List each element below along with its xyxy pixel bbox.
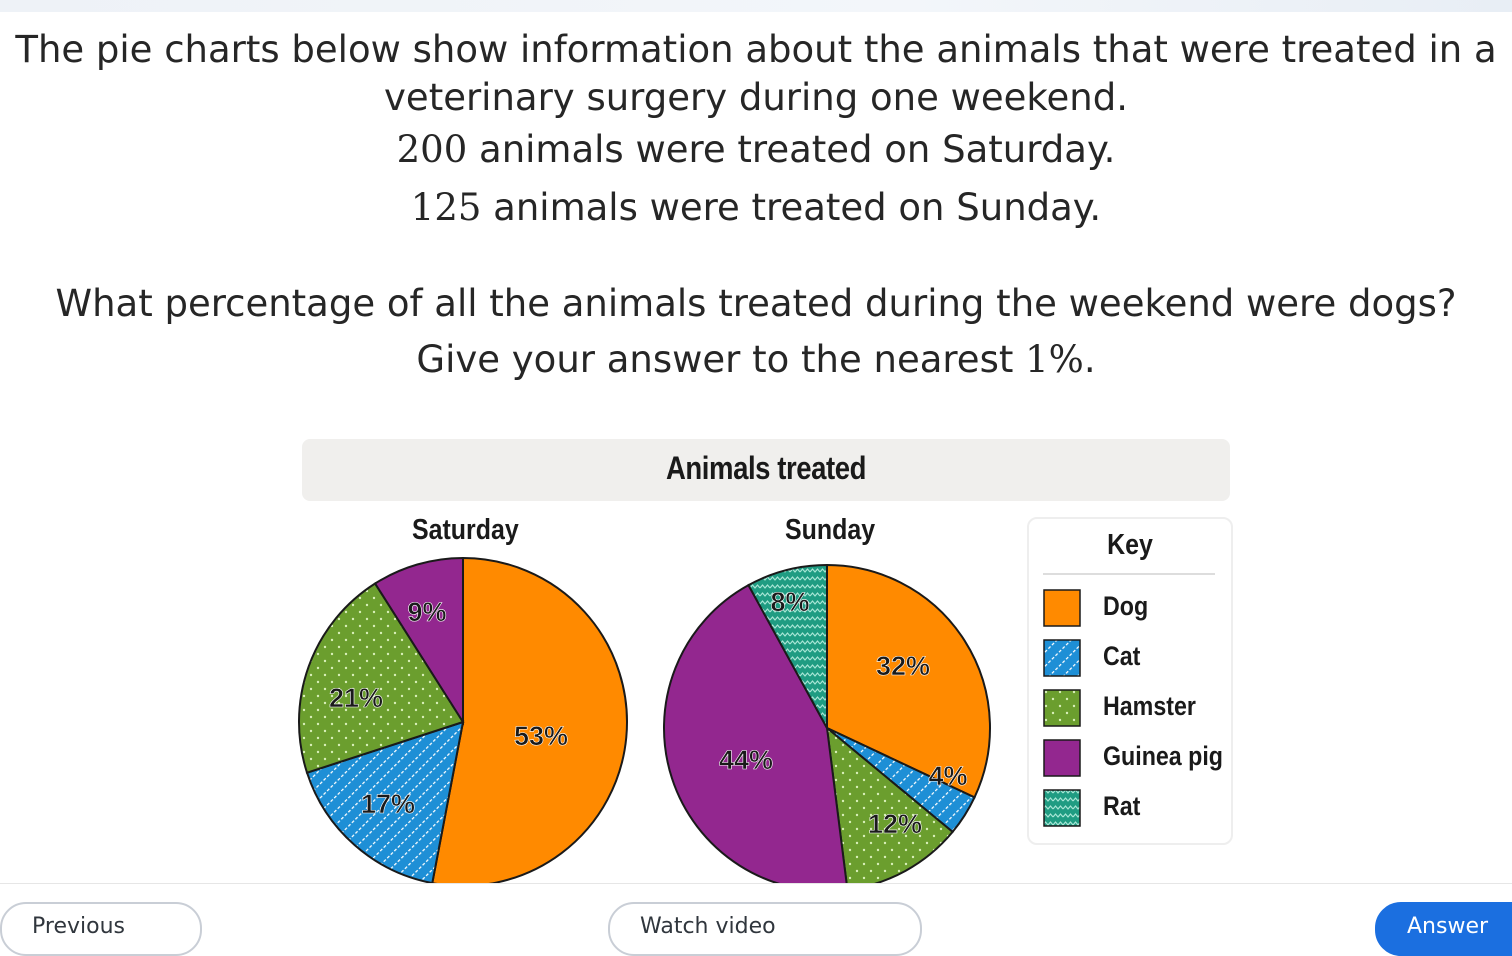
sunday-label-hamster: 12% xyxy=(868,809,922,839)
top-bar xyxy=(0,0,1512,12)
instruction-text: Give your answer to the nearest xyxy=(416,338,1026,381)
rat-swatch xyxy=(1043,789,1081,827)
key-label-dog: Dog xyxy=(1103,591,1149,621)
sunday-slice-guinea-pig xyxy=(663,583,848,883)
previous-button[interactable]: Previous xyxy=(0,902,202,956)
key-label-guinea-pig: Guinea pig xyxy=(1103,741,1223,771)
cat-swatch xyxy=(1043,639,1081,677)
question-prompt: What percentage of all the animals treat… xyxy=(55,282,1457,325)
saturday-label-dog: 53% xyxy=(514,721,568,751)
dog-swatch xyxy=(1043,589,1081,627)
key-divider xyxy=(1043,573,1215,575)
answer-button[interactable]: Answer xyxy=(1375,902,1512,956)
pie-charts: 53% 17% 21% 9% 32% 4%12% 44% 8% xyxy=(298,556,991,883)
chart-header: Animals treated xyxy=(665,450,867,486)
sunday-slice-hamster xyxy=(825,725,955,883)
key-label-hamster: Hamster xyxy=(1103,691,1196,721)
key-item-cat: Cat xyxy=(1043,639,1223,679)
key-item-dog: Dog xyxy=(1043,589,1223,629)
question-line-2: veterinary surgery during one weekend. xyxy=(384,76,1128,119)
sunday-label-cat: 4% xyxy=(928,761,967,791)
saturday-count: 200 xyxy=(396,128,468,171)
answer-label: Answer xyxy=(1407,914,1489,939)
saturday-text: animals were treated on Saturday. xyxy=(467,128,1116,171)
saturday-label-hamster: 21% xyxy=(329,683,383,713)
footer-divider xyxy=(0,883,1512,884)
sunday-pie-title: Sunday xyxy=(785,514,876,546)
watch-video-label: Watch video xyxy=(640,914,776,939)
saturday-slice-hamster xyxy=(298,582,465,774)
saturday-label-cat: 17% xyxy=(361,789,415,819)
key-item-guinea-pig: Guinea pig xyxy=(1043,739,1223,779)
sunday-text: animals were treated on Sunday. xyxy=(481,186,1102,229)
saturday-slice-guinea-pig xyxy=(373,556,464,726)
saturday-slice-cat xyxy=(305,720,465,883)
instruction-end: . xyxy=(1083,338,1096,381)
sunday-count: 125 xyxy=(410,186,482,229)
guinea-pig-swatch xyxy=(1043,739,1081,777)
question-instruction: Give your answer to the nearest 1%. xyxy=(0,338,1512,382)
sunday-label-rat: 8% xyxy=(770,587,809,617)
key-label-rat: Rat xyxy=(1103,791,1141,821)
key-item-hamster: Hamster xyxy=(1043,689,1223,729)
saturday-slice-dog xyxy=(431,556,628,883)
chart-header-bar xyxy=(302,439,1230,501)
saturday-pie-title: Saturday xyxy=(412,514,519,546)
instruction-precision: 1% xyxy=(1025,338,1084,381)
watch-video-button[interactable]: Watch video xyxy=(608,902,922,956)
key-item-rat: Rat xyxy=(1043,789,1223,829)
sunday-slice-rat xyxy=(747,563,828,729)
key-panel: Key Dog Cat Hamster Guinea pig Rat xyxy=(1027,517,1233,845)
saturday-label-guinea-pig: 9% xyxy=(407,597,446,627)
sunday-label-dog: 32% xyxy=(876,651,930,681)
previous-label: Previous xyxy=(32,914,125,939)
question-line-1: The pie charts below show information ab… xyxy=(15,28,1497,71)
sunday-label-guinea-pig: 44% xyxy=(719,745,773,775)
key-title: Key xyxy=(1107,529,1153,561)
question-line-4: 125 animals were treated on Sunday. xyxy=(0,186,1512,230)
sunday-slice-dog xyxy=(826,563,991,799)
question-line-3: 200 animals were treated on Saturday. xyxy=(0,128,1512,172)
hamster-swatch xyxy=(1043,689,1081,727)
key-label-cat: Cat xyxy=(1103,641,1141,671)
